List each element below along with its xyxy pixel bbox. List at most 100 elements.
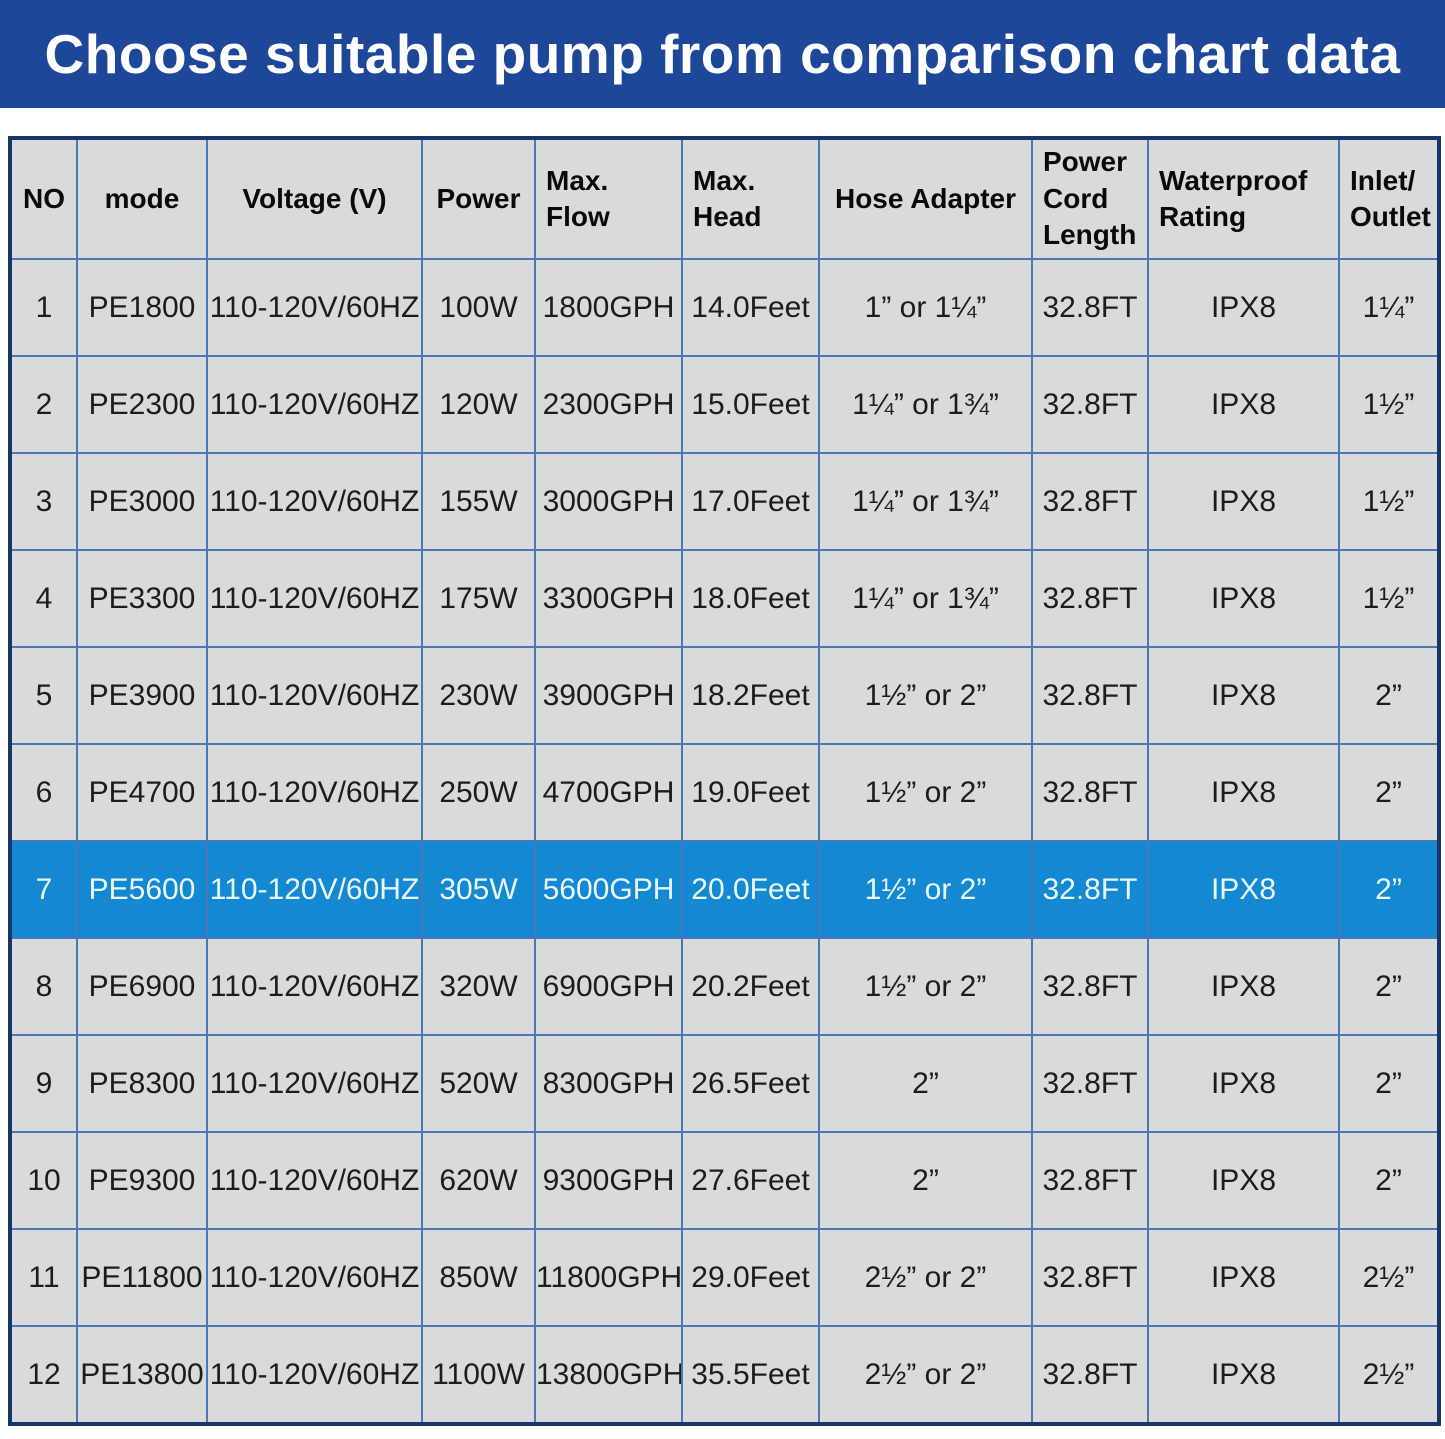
column-header-power-cord-length: Power Cord Length — [1031, 137, 1149, 260]
cell-voltage-v-row-6: 110-120V/60HZ — [206, 743, 423, 842]
table-row-10: 10 PE9300 110-120V/60HZ 620W 9300GPH 27.6Feet… — [9, 1131, 1440, 1230]
cell-mode-row-4: PE3300 — [76, 549, 208, 648]
cell-mode-row-7: PE5600 — [76, 840, 208, 939]
cell-waterproof-rating-row-8: IPX8 — [1147, 937, 1340, 1036]
cell-waterproof-rating-row-2: IPX8 — [1147, 355, 1340, 454]
cell-hose-adapter-row-11: 2½” or 2” — [818, 1228, 1033, 1327]
cell-no-row-7: 7 — [9, 840, 78, 939]
cell-mode-row-6: PE4700 — [76, 743, 208, 842]
cell-inlet-outlet-row-2: 1½” — [1338, 355, 1440, 454]
cell-max-flow-row-7: 5600GPH — [534, 840, 683, 939]
cell-voltage-v-row-5: 110-120V/60HZ — [206, 646, 423, 745]
page-title: Choose suitable pump from comparison cha… — [44, 23, 1401, 85]
pump-comparison-table: NO mode Voltage (V) Power Max. Flow Max. Head… — [8, 136, 1441, 1426]
cell-voltage-v-row-8: 110-120V/60HZ — [206, 937, 423, 1036]
cell-voltage-v-row-11: 110-120V/60HZ — [206, 1228, 423, 1327]
cell-max-flow-row-1: 1800GPH — [534, 258, 683, 357]
cell-waterproof-rating-row-5: IPX8 — [1147, 646, 1340, 745]
cell-voltage-v-row-1: 110-120V/60HZ — [206, 258, 423, 357]
cell-hose-adapter-row-3: 1¼” or 1¾” — [818, 452, 1033, 551]
cell-inlet-outlet-row-9: 2” — [1338, 1034, 1440, 1133]
cell-power-row-9: 520W — [421, 1034, 536, 1133]
cell-max-head-row-1: 14.0Feet — [681, 258, 820, 357]
cell-voltage-v-row-2: 110-120V/60HZ — [206, 355, 423, 454]
cell-power-row-10: 620W — [421, 1131, 536, 1230]
cell-mode-row-3: PE3000 — [76, 452, 208, 551]
cell-no-row-9: 9 — [9, 1034, 78, 1133]
cell-inlet-outlet-row-3: 1½” — [1338, 452, 1440, 551]
cell-max-head-row-2: 15.0Feet — [681, 355, 820, 454]
cell-power-cord-length-row-4: 32.8FT — [1031, 549, 1149, 648]
cell-no-row-6: 6 — [9, 743, 78, 842]
cell-max-flow-row-5: 3900GPH — [534, 646, 683, 745]
table-header-row: NO mode Voltage (V) Power Max. Flow Max. Head… — [9, 137, 1440, 260]
cell-max-head-row-10: 27.6Feet — [681, 1131, 820, 1230]
cell-power-row-6: 250W — [421, 743, 536, 842]
table-row-8: 8 PE6900 110-120V/60HZ 320W 6900GPH 20.2Feet 1… — [9, 937, 1440, 1036]
cell-waterproof-rating-row-10: IPX8 — [1147, 1131, 1340, 1230]
cell-max-head-row-11: 29.0Feet — [681, 1228, 820, 1327]
cell-voltage-v-row-7: 110-120V/60HZ — [206, 840, 423, 939]
cell-max-head-row-8: 20.2Feet — [681, 937, 820, 1036]
cell-max-head-row-5: 18.2Feet — [681, 646, 820, 745]
cell-waterproof-rating-row-7: IPX8 — [1147, 840, 1340, 939]
cell-mode-row-10: PE9300 — [76, 1131, 208, 1230]
cell-hose-adapter-row-7: 1½” or 2” — [818, 840, 1033, 939]
cell-max-head-row-12: 35.5Feet — [681, 1325, 820, 1425]
cell-max-flow-row-9: 8300GPH — [534, 1034, 683, 1133]
table-row-12: 12 PE13800 110-120V/60HZ 1100W 13800GPH 35.5F… — [9, 1325, 1440, 1425]
cell-no-row-3: 3 — [9, 452, 78, 551]
cell-inlet-outlet-row-11: 2½” — [1338, 1228, 1440, 1327]
cell-no-row-2: 2 — [9, 355, 78, 454]
cell-no-row-8: 8 — [9, 937, 78, 1036]
cell-power-cord-length-row-3: 32.8FT — [1031, 452, 1149, 551]
table-row-3: 3 PE3000 110-120V/60HZ 155W 3000GPH 17.0Feet 1… — [9, 452, 1440, 551]
cell-mode-row-5: PE3900 — [76, 646, 208, 745]
cell-no-row-11: 11 — [9, 1228, 78, 1327]
cell-power-cord-length-row-6: 32.8FT — [1031, 743, 1149, 842]
cell-hose-adapter-row-1: 1” or 1¼” — [818, 258, 1033, 357]
cell-mode-row-11: PE11800 — [76, 1228, 208, 1327]
cell-hose-adapter-row-4: 1¼” or 1¾” — [818, 549, 1033, 648]
column-header-max-flow: Max. Flow — [534, 137, 683, 260]
cell-power-cord-length-row-7: 32.8FT — [1031, 840, 1149, 939]
cell-inlet-outlet-row-6: 2” — [1338, 743, 1440, 842]
comparison-table-container: NO mode Voltage (V) Power Max. Flow Max. Head… — [8, 136, 1441, 1426]
cell-waterproof-rating-row-11: IPX8 — [1147, 1228, 1340, 1327]
column-header-no: NO — [9, 137, 78, 260]
cell-power-row-5: 230W — [421, 646, 536, 745]
cell-waterproof-rating-row-1: IPX8 — [1147, 258, 1340, 357]
cell-power-cord-length-row-11: 32.8FT — [1031, 1228, 1149, 1327]
cell-no-row-4: 4 — [9, 549, 78, 648]
cell-inlet-outlet-row-1: 1¼” — [1338, 258, 1440, 357]
cell-power-cord-length-row-1: 32.8FT — [1031, 258, 1149, 357]
cell-waterproof-rating-row-12: IPX8 — [1147, 1325, 1340, 1425]
cell-max-flow-row-3: 3000GPH — [534, 452, 683, 551]
cell-max-head-row-7: 20.0Feet — [681, 840, 820, 939]
cell-max-head-row-3: 17.0Feet — [681, 452, 820, 551]
cell-waterproof-rating-row-3: IPX8 — [1147, 452, 1340, 551]
cell-power-cord-length-row-8: 32.8FT — [1031, 937, 1149, 1036]
cell-max-head-row-6: 19.0Feet — [681, 743, 820, 842]
cell-mode-row-1: PE1800 — [76, 258, 208, 357]
cell-max-head-row-9: 26.5Feet — [681, 1034, 820, 1133]
table-row-6: 6 PE4700 110-120V/60HZ 250W 4700GPH 19.0Feet 1… — [9, 743, 1440, 842]
cell-power-row-7: 305W — [421, 840, 536, 939]
cell-inlet-outlet-row-12: 2½” — [1338, 1325, 1440, 1425]
cell-power-cord-length-row-9: 32.8FT — [1031, 1034, 1149, 1133]
cell-inlet-outlet-row-4: 1½” — [1338, 549, 1440, 648]
cell-max-flow-row-6: 4700GPH — [534, 743, 683, 842]
cell-power-cord-length-row-10: 32.8FT — [1031, 1131, 1149, 1230]
table-row-9: 9 PE8300 110-120V/60HZ 520W 8300GPH 26.5Feet 2… — [9, 1034, 1440, 1133]
column-header-waterproof-rating: Waterproof Rating — [1147, 137, 1340, 260]
cell-hose-adapter-row-9: 2” — [818, 1034, 1033, 1133]
cell-mode-row-9: PE8300 — [76, 1034, 208, 1133]
cell-max-flow-row-10: 9300GPH — [534, 1131, 683, 1230]
cell-voltage-v-row-4: 110-120V/60HZ — [206, 549, 423, 648]
table-row-11: 11 PE11800 110-120V/60HZ 850W 11800GPH 29.0Fe… — [9, 1228, 1440, 1327]
cell-inlet-outlet-row-10: 2” — [1338, 1131, 1440, 1230]
cell-mode-row-12: PE13800 — [76, 1325, 208, 1425]
cell-max-flow-row-12: 13800GPH — [534, 1325, 683, 1425]
cell-inlet-outlet-row-8: 2” — [1338, 937, 1440, 1036]
cell-no-row-5: 5 — [9, 646, 78, 745]
